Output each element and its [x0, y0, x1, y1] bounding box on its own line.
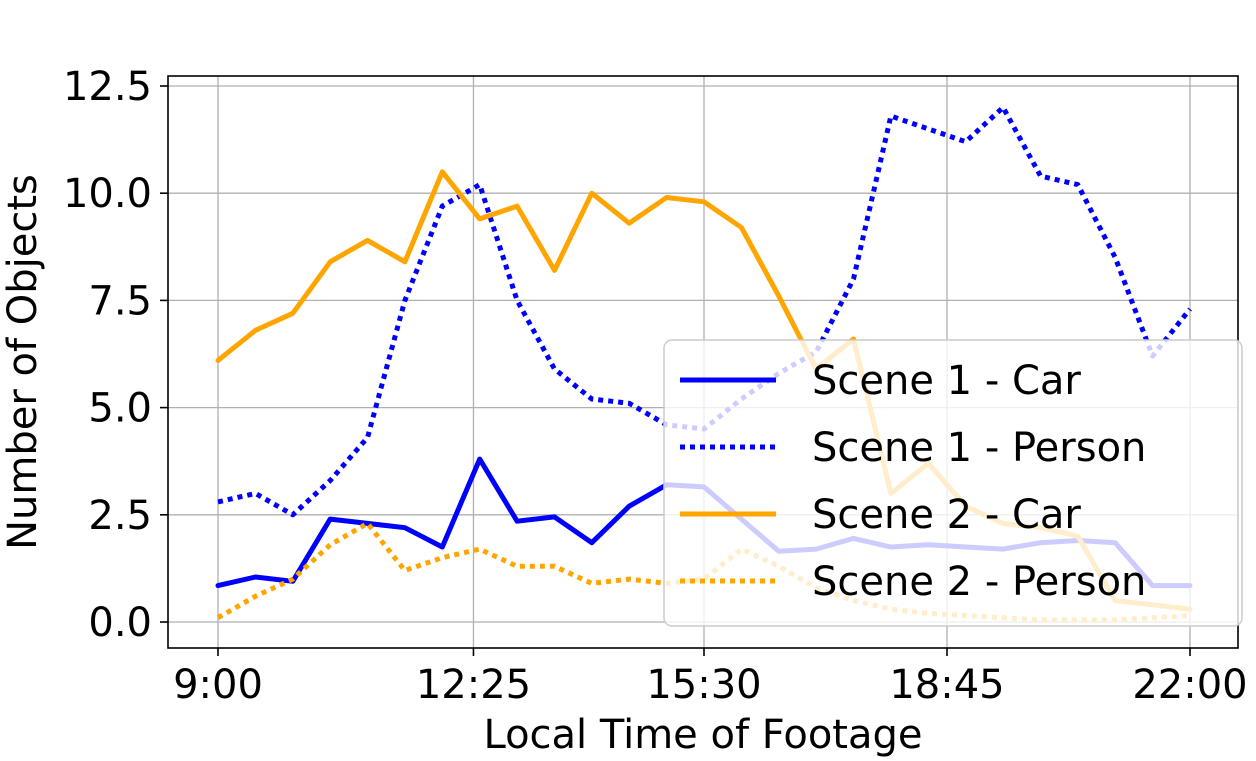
- legend-label-2: Scene 1 - Person: [812, 425, 1146, 471]
- legend-label-4: Scene 2 - Person: [812, 559, 1146, 605]
- tick-layer: 9:00 12:25 15:30 18:45 22:00 0.0 2.5 5.0 7.5 10.0…: [63, 64, 1248, 708]
- y-tick-label: 7.5: [88, 278, 152, 324]
- y-tick-label: 10.0: [63, 171, 152, 217]
- x-tick-label: 9:00: [173, 662, 263, 708]
- x-tick-label: 12:25: [416, 662, 531, 708]
- y-tick-label: 0.0: [88, 600, 152, 646]
- legend: Scene 1 - Car Scene 1 - Person Scene 2 - C…: [663, 339, 1243, 627]
- x-tick-label: 22:00: [1132, 662, 1247, 708]
- legend-label-1: Scene 1 - Car: [812, 358, 1081, 404]
- y-tick-label: 5.0: [88, 386, 152, 432]
- legend-label-3: Scene 2 - Car: [812, 492, 1081, 538]
- legend-box: [663, 339, 1243, 627]
- x-tick-label: 18:45: [889, 662, 1004, 708]
- y-tick-label: 12.5: [63, 64, 152, 110]
- x-tick-label: 15:30: [646, 662, 761, 708]
- y-axis-title: Number of Objects: [0, 174, 46, 550]
- x-axis-title: Local Time of Footage: [484, 712, 923, 758]
- y-tick-label: 2.5: [88, 493, 152, 539]
